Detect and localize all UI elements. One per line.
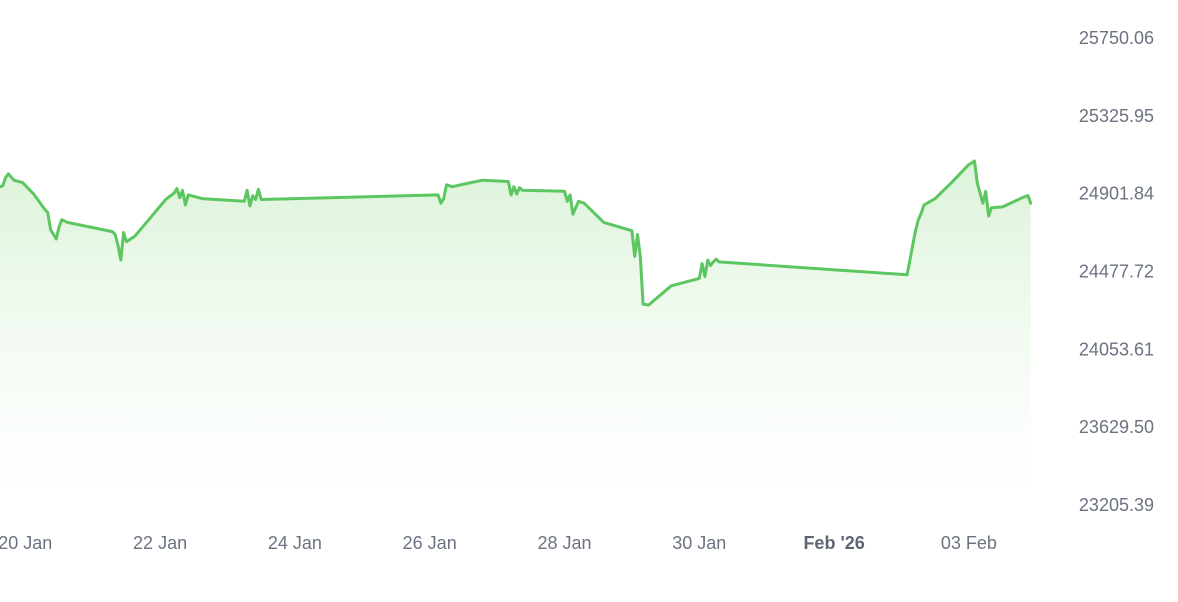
y-axis: 25750.06 25325.95 24901.84 24477.72 24053.61… xyxy=(1079,28,1154,515)
area-fill-layer xyxy=(0,161,1031,505)
y-tick-label: 25325.95 xyxy=(1079,106,1154,126)
y-tick-label: 24901.84 xyxy=(1079,184,1154,204)
series-line xyxy=(0,159,1033,307)
y-tick-label: 24477.72 xyxy=(1079,262,1154,282)
x-tick-label: Feb '26 xyxy=(803,533,864,553)
y-tick-label: 25750.06 xyxy=(1079,28,1154,48)
x-tick-label: 26 Jan xyxy=(403,533,457,553)
y-tick-label: 23629.50 xyxy=(1079,417,1154,437)
x-tick-label: 20 Jan xyxy=(0,533,52,553)
x-tick-label: 03 Feb xyxy=(941,533,997,553)
y-tick-label: 23205.39 xyxy=(1079,495,1154,515)
series-area-fill xyxy=(0,161,1031,505)
x-axis: 20 Jan 22 Jan 24 Jan 26 Jan 28 Jan 30 Jan Feb … xyxy=(0,533,997,553)
x-tick-label: 24 Jan xyxy=(268,533,322,553)
y-tick-label: 24053.61 xyxy=(1079,339,1154,359)
x-tick-label: 30 Jan xyxy=(672,533,726,553)
x-tick-label: 22 Jan xyxy=(133,533,187,553)
line-layer xyxy=(0,159,1033,307)
x-tick-label: 28 Jan xyxy=(537,533,591,553)
